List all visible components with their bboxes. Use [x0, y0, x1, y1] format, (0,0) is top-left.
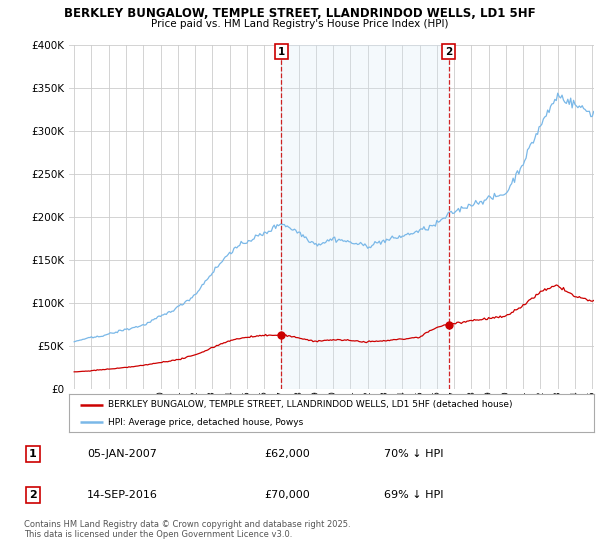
Text: 69% ↓ HPI: 69% ↓ HPI: [384, 490, 443, 500]
Text: BERKLEY BUNGALOW, TEMPLE STREET, LLANDRINDOD WELLS, LD1 5HF: BERKLEY BUNGALOW, TEMPLE STREET, LLANDRI…: [64, 7, 536, 20]
Text: 70% ↓ HPI: 70% ↓ HPI: [384, 449, 443, 459]
Text: Contains HM Land Registry data © Crown copyright and database right 2025.
This d: Contains HM Land Registry data © Crown c…: [24, 520, 350, 539]
Text: Price paid vs. HM Land Registry's House Price Index (HPI): Price paid vs. HM Land Registry's House …: [151, 19, 449, 29]
Text: HPI: Average price, detached house, Powys: HPI: Average price, detached house, Powy…: [109, 418, 304, 427]
Text: 14-SEP-2016: 14-SEP-2016: [87, 490, 158, 500]
Text: 1: 1: [278, 46, 285, 57]
Bar: [281, 45, 449, 389]
Text: 1: 1: [29, 449, 37, 459]
Text: £70,000: £70,000: [264, 490, 310, 500]
Text: 05-JAN-2007: 05-JAN-2007: [87, 449, 157, 459]
Text: 2: 2: [29, 490, 37, 500]
Text: 2: 2: [445, 46, 452, 57]
Text: BERKLEY BUNGALOW, TEMPLE STREET, LLANDRINDOD WELLS, LD1 5HF (detached house): BERKLEY BUNGALOW, TEMPLE STREET, LLANDRI…: [109, 400, 513, 409]
Text: £62,000: £62,000: [264, 449, 310, 459]
